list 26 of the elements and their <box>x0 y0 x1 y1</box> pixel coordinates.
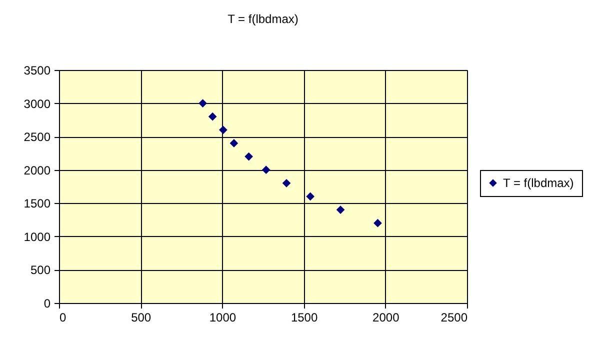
point <box>306 192 315 201</box>
y-tick-label: 3500 <box>24 64 51 78</box>
point <box>374 218 382 228</box>
x-tick-label: 2000 <box>372 310 400 324</box>
y-tick-label: 2000 <box>24 163 51 178</box>
x-tick-label: 1000 <box>209 310 236 324</box>
point <box>208 112 217 121</box>
point <box>262 166 270 174</box>
point <box>336 206 345 214</box>
chart-title: T = f(lbdmax) <box>228 12 298 26</box>
point <box>230 139 238 148</box>
y-tick-label: 1500 <box>24 196 51 211</box>
point <box>218 126 228 134</box>
y-tick-label: 1000 <box>24 230 51 244</box>
y-tick-label: 0 <box>44 296 51 310</box>
point <box>198 99 207 108</box>
x-tick-label: 0 <box>60 310 66 324</box>
legend-label: T = f(lbdmax) <box>503 176 574 190</box>
x-tick-label: 2500 <box>440 310 468 324</box>
x-tick-label: 1500 <box>290 310 318 324</box>
point <box>244 152 253 161</box>
y-tick-label: 500 <box>30 263 51 278</box>
point <box>282 178 291 188</box>
y-tick-label: 3000 <box>24 96 51 111</box>
x-tick-label: 500 <box>131 310 152 324</box>
y-tick-label: 2500 <box>24 130 51 144</box>
